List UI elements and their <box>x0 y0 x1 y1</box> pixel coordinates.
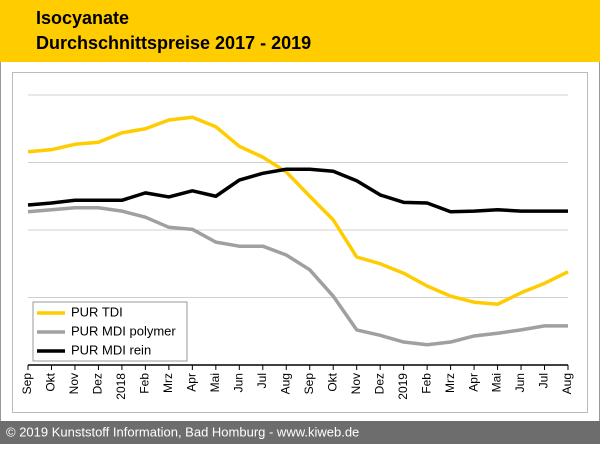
series-line <box>27 115 569 306</box>
header <box>0 0 600 62</box>
x-tick-label: Nov <box>67 373 81 394</box>
x-tick-label: Sep <box>302 373 316 395</box>
x-tick-label: Jun <box>231 373 245 392</box>
series-line <box>27 167 568 214</box>
legend-label: PUR MDI polymer <box>71 323 176 338</box>
x-tick-label: Sep <box>20 373 34 395</box>
x-tick-label: Mrz <box>161 373 175 393</box>
x-tick-label: Aug <box>278 373 292 394</box>
x-tick-label: 2019 <box>396 373 410 400</box>
source: © 2019 Kunststoff Information, Bad Hombu… <box>6 424 359 439</box>
chart-title: Isocyanate <box>36 8 129 28</box>
x-tick-label: Dez <box>372 373 386 394</box>
x-tick-label: Apr <box>466 373 480 392</box>
x-tick-label: Aug <box>560 373 574 394</box>
x-tick-label: Mai <box>490 373 504 392</box>
chart-subtitle: Durchschnittspreise 2017 - 2019 <box>36 33 311 53</box>
x-tick-label: Dez <box>91 373 105 394</box>
plot-frame <box>12 72 588 413</box>
x-tick-label: 2018 <box>114 373 128 400</box>
series-line <box>27 205 568 347</box>
x-tick-label: Jul <box>255 373 269 388</box>
x-tick-label: Okt <box>44 372 58 391</box>
legend-label: PUR TDI <box>71 304 123 319</box>
footer <box>0 421 600 444</box>
x-tick-label: Mrz <box>443 373 457 393</box>
x-tick-label: Feb <box>419 373 433 394</box>
x-tick-label: Jul <box>537 373 551 388</box>
legend-label: PUR MDI rein <box>71 342 151 357</box>
x-tick-label: Apr <box>185 373 199 392</box>
x-tick-label: Feb <box>138 373 152 394</box>
x-tick-label: Mai <box>208 373 222 392</box>
x-tick-label: Nov <box>349 373 363 394</box>
x-tick-label: Jun <box>513 373 527 392</box>
x-tick-label: Okt <box>325 372 339 391</box>
